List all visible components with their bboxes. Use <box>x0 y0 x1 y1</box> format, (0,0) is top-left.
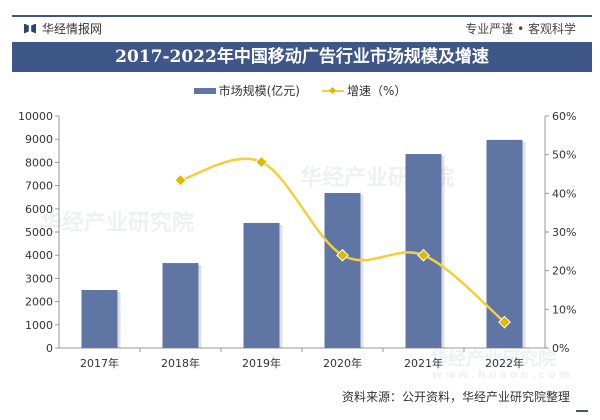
x-tick-label: 2019年 <box>242 356 281 370</box>
x-tick-label: 2020年 <box>323 356 362 370</box>
right-tick-label: 60% <box>552 110 576 123</box>
slogan: 专业严谨 • 客观科学 <box>465 22 576 36</box>
watermark-url: www.huaon.com <box>432 368 574 381</box>
right-tick-label: 50% <box>552 149 576 162</box>
bottom-rule <box>576 410 588 412</box>
x-tick-label: 2022年 <box>485 356 524 370</box>
left-tick-label: 5000 <box>25 226 53 239</box>
legend-label-bar: 市场规模(亿元) <box>218 84 300 98</box>
left-tick-label: 8000 <box>25 156 53 169</box>
brand-name: 华经情报网 <box>42 22 103 36</box>
growth-point <box>174 173 187 187</box>
left-tick-label: 9000 <box>25 133 53 146</box>
right-tick-label: 20% <box>552 265 576 278</box>
right-tick-label: 40% <box>552 187 576 200</box>
legend-swatch-bar <box>193 87 216 94</box>
bar <box>243 222 280 348</box>
bar <box>486 139 523 348</box>
legend-swatch-line <box>321 89 344 92</box>
top-rule <box>12 15 592 17</box>
legend: 市场规模(亿元) 增速（%） <box>0 82 600 99</box>
growth-point <box>498 315 511 329</box>
left-tick-label: 0 <box>46 342 53 355</box>
growth-point <box>417 248 430 262</box>
growth-point <box>336 248 349 262</box>
bar <box>81 290 118 348</box>
right-tick-label: 30% <box>552 226 576 239</box>
legend-item-bar: 市场规模(亿元) <box>193 82 300 99</box>
left-tick-label: 1000 <box>25 319 53 332</box>
left-tick-label: 6000 <box>25 203 53 216</box>
brand: 华经情报网 <box>24 20 102 37</box>
x-tick-label: 2018年 <box>161 356 200 370</box>
bar <box>162 263 199 348</box>
legend-label-line: 增速（%） <box>346 84 407 98</box>
left-tick-label: 10000 <box>18 110 53 123</box>
left-tick-label: 3000 <box>25 272 53 285</box>
x-tick-label: 2017年 <box>80 356 119 370</box>
watermark: 华经产业研究院 <box>40 211 195 236</box>
right-tick-label: 10% <box>552 303 576 316</box>
chart-title: 2017-2022年中国移动广告行业市场规模及增速 <box>12 42 592 72</box>
left-tick-label: 7000 <box>25 180 53 193</box>
growth-point <box>255 155 268 169</box>
source-note: 资料来源：公开资料，华经产业研究院整理 <box>341 390 570 404</box>
legend-item-line: 增速（%） <box>321 82 407 99</box>
right-tick-label: 0% <box>552 342 569 355</box>
left-tick-label: 2000 <box>25 296 53 309</box>
x-tick-label: 2021年 <box>404 356 443 370</box>
watermark: 华经产业研究院 <box>430 349 556 370</box>
bar <box>324 193 361 348</box>
left-tick-label: 4000 <box>25 249 53 262</box>
